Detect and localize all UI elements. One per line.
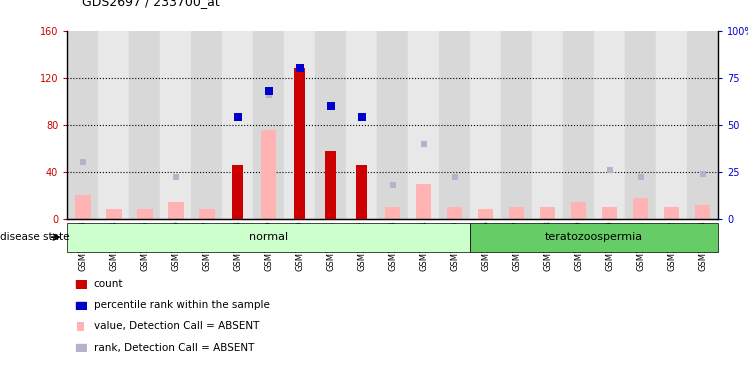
Bar [67, 223, 470, 252]
Bar [222, 31, 254, 219]
Bar [294, 68, 305, 219]
Bar [76, 344, 85, 351]
Text: rank, Detection Call = ABSENT: rank, Detection Call = ABSENT [94, 343, 254, 353]
Bar [385, 207, 400, 219]
Bar [356, 165, 367, 219]
Bar [602, 207, 617, 219]
Bar [199, 210, 215, 219]
Bar [594, 31, 625, 219]
Bar [416, 184, 432, 219]
Bar [571, 202, 586, 219]
Bar [532, 31, 563, 219]
Bar [625, 31, 656, 219]
Bar [470, 223, 718, 252]
Bar [168, 202, 183, 219]
Bar [160, 31, 191, 219]
Text: value, Detection Call = ABSENT: value, Detection Call = ABSENT [94, 321, 259, 331]
Bar [509, 207, 524, 219]
Bar [191, 31, 222, 219]
Bar [325, 151, 336, 219]
Bar [77, 322, 85, 331]
Bar [129, 31, 160, 219]
Bar [377, 31, 408, 219]
Bar [98, 31, 129, 219]
Bar [633, 198, 649, 219]
Text: teratozoospermia: teratozoospermia [545, 232, 643, 242]
Bar [76, 280, 85, 288]
Bar [563, 31, 594, 219]
Text: disease state: disease state [0, 232, 70, 242]
Bar [447, 207, 462, 219]
Text: GDS2697 / 233700_at: GDS2697 / 233700_at [82, 0, 220, 8]
Bar [233, 165, 243, 219]
Bar [75, 195, 91, 219]
Text: normal: normal [249, 232, 288, 242]
Bar [540, 207, 555, 219]
Bar [254, 31, 284, 219]
Bar [346, 31, 377, 219]
Bar [106, 210, 121, 219]
Bar [261, 129, 277, 219]
Text: percentile rank within the sample: percentile rank within the sample [94, 300, 269, 310]
Bar [408, 31, 439, 219]
Bar [470, 31, 501, 219]
Bar [695, 205, 711, 219]
Bar [478, 210, 494, 219]
Bar [687, 31, 718, 219]
Bar [284, 31, 315, 219]
Bar [67, 31, 98, 219]
Bar [137, 210, 153, 219]
Bar [656, 31, 687, 219]
Bar [76, 301, 85, 309]
Bar [315, 31, 346, 219]
Text: count: count [94, 279, 123, 289]
Bar [663, 207, 679, 219]
Bar [501, 31, 532, 219]
Bar [439, 31, 470, 219]
